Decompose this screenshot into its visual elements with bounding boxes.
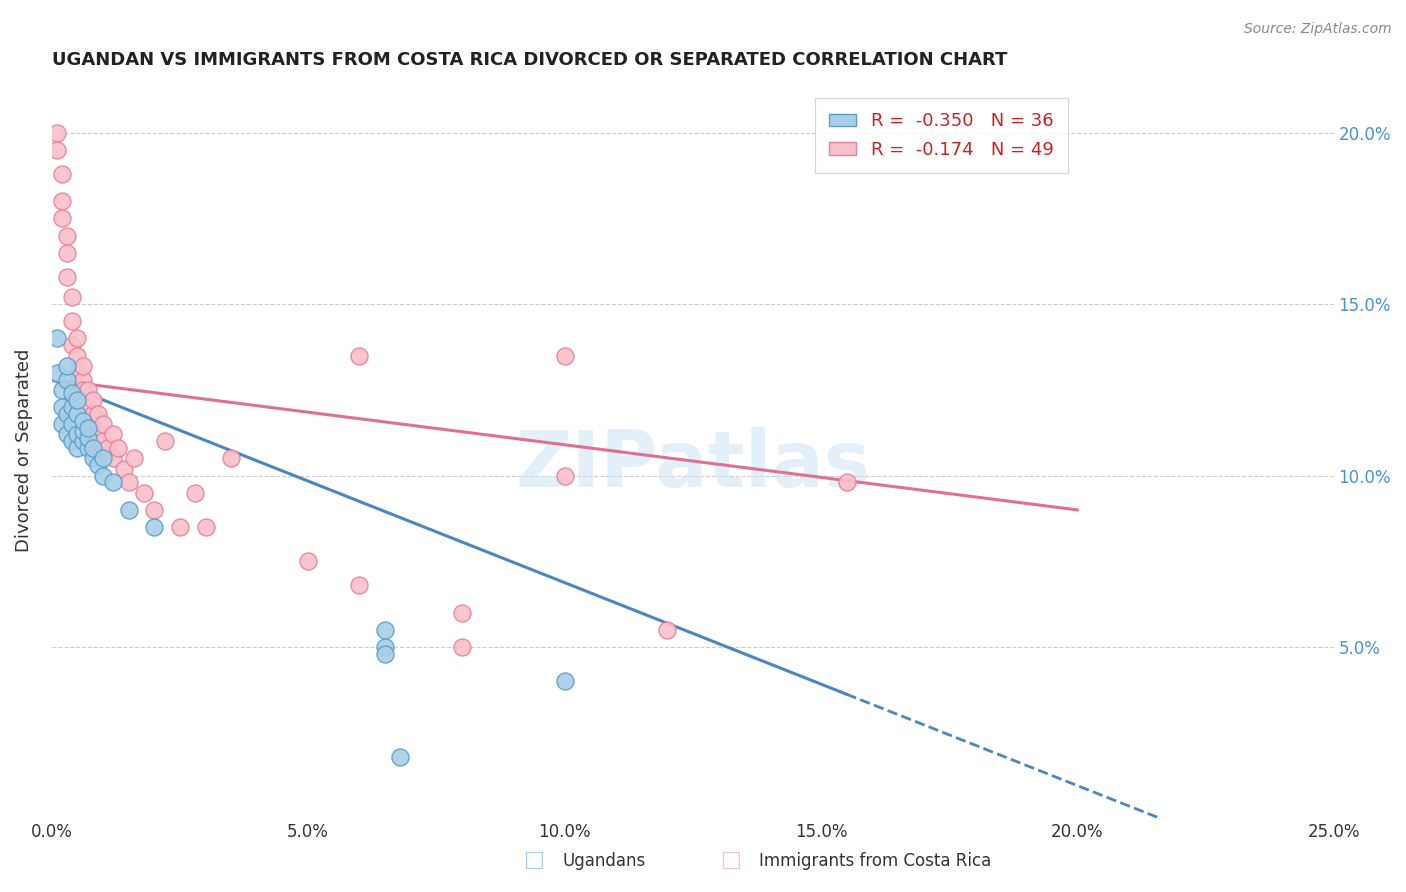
Point — [835, 475, 858, 490]
Point — [82, 417, 104, 432]
Point — [51, 400, 73, 414]
Point — [122, 451, 145, 466]
Text: UGANDAN VS IMMIGRANTS FROM COSTA RICA DIVORCED OR SEPARATED CORRELATION CHART: UGANDAN VS IMMIGRANTS FROM COSTA RICA DI… — [52, 51, 1007, 69]
Point — [107, 441, 129, 455]
Point — [66, 407, 89, 421]
Text: Ugandans: Ugandans — [562, 852, 645, 870]
Point — [66, 331, 89, 345]
Point — [169, 520, 191, 534]
Point — [103, 475, 125, 490]
Point — [56, 427, 79, 442]
Point — [60, 314, 83, 328]
Point — [66, 393, 89, 408]
Point — [45, 143, 67, 157]
Point — [87, 427, 110, 442]
Point — [132, 485, 155, 500]
Point — [76, 431, 98, 445]
Point — [56, 245, 79, 260]
Text: □: □ — [524, 850, 544, 870]
Point — [82, 441, 104, 455]
Point — [153, 434, 176, 449]
Point — [143, 520, 166, 534]
Legend: R =  -0.350   N = 36, R =  -0.174   N = 49: R = -0.350 N = 36, R = -0.174 N = 49 — [815, 98, 1069, 173]
Point — [72, 434, 94, 449]
Point — [66, 349, 89, 363]
Point — [72, 359, 94, 373]
Point — [56, 407, 79, 421]
Point — [655, 623, 678, 637]
Point — [60, 338, 83, 352]
Point — [553, 674, 575, 689]
Point — [184, 485, 207, 500]
Text: Source: ZipAtlas.com: Source: ZipAtlas.com — [1244, 22, 1392, 37]
Point — [51, 167, 73, 181]
Point — [72, 414, 94, 428]
Point — [87, 407, 110, 421]
Point — [60, 434, 83, 449]
Point — [91, 417, 114, 432]
Point — [389, 749, 412, 764]
Text: ZIPatlas: ZIPatlas — [515, 426, 870, 503]
Point — [297, 554, 319, 568]
Point — [103, 451, 125, 466]
Point — [82, 407, 104, 421]
Point — [66, 366, 89, 380]
Point — [45, 126, 67, 140]
Point — [60, 400, 83, 414]
Point — [56, 373, 79, 387]
Point — [219, 451, 242, 466]
Point — [553, 468, 575, 483]
Point — [374, 640, 396, 654]
Point — [87, 458, 110, 473]
Point — [72, 383, 94, 397]
Point — [451, 640, 474, 654]
Point — [51, 383, 73, 397]
Point — [45, 366, 67, 380]
Point — [553, 349, 575, 363]
Point — [51, 211, 73, 226]
Point — [194, 520, 217, 534]
Point — [374, 647, 396, 661]
Point — [76, 383, 98, 397]
Point — [97, 441, 120, 455]
Point — [349, 349, 371, 363]
Point — [91, 468, 114, 483]
Point — [118, 475, 141, 490]
Point — [103, 427, 125, 442]
Point — [60, 417, 83, 432]
Point — [82, 451, 104, 466]
Point — [56, 228, 79, 243]
Point — [56, 359, 79, 373]
Point — [60, 386, 83, 401]
Point — [51, 417, 73, 432]
Text: □: □ — [721, 850, 741, 870]
Point — [143, 503, 166, 517]
Point — [45, 331, 67, 345]
Point — [82, 393, 104, 408]
Point — [72, 424, 94, 438]
Point — [76, 441, 98, 455]
Point — [72, 373, 94, 387]
Point — [349, 578, 371, 592]
Point — [91, 434, 114, 449]
Point — [76, 400, 98, 414]
Point — [91, 451, 114, 466]
Point — [66, 427, 89, 442]
Point — [60, 290, 83, 304]
Y-axis label: Divorced or Separated: Divorced or Separated — [15, 348, 32, 551]
Text: Immigrants from Costa Rica: Immigrants from Costa Rica — [759, 852, 991, 870]
Point — [374, 623, 396, 637]
Point — [118, 503, 141, 517]
Point — [56, 269, 79, 284]
Point — [451, 606, 474, 620]
Point — [51, 194, 73, 209]
Point — [76, 420, 98, 434]
Point — [112, 462, 135, 476]
Point — [66, 441, 89, 455]
